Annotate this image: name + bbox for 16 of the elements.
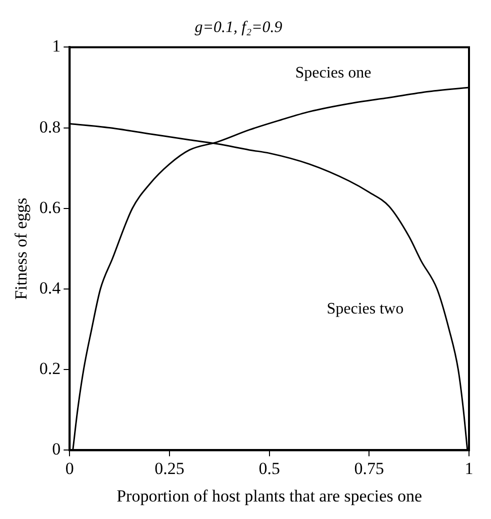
x-tick-label: 0.75 [354, 458, 384, 478]
chart-title: g=0.1, f₂=0.9 [194, 18, 282, 36]
y-tick-label: 0 [52, 440, 61, 459]
y-tick-label: 1 [52, 36, 61, 56]
text: Species two [326, 300, 404, 318]
y-axis-title: Fitness of eggs [12, 198, 31, 300]
x-tick-label: 0.25 [154, 458, 184, 478]
x-axis-title: Proportion of host plants that are species one [116, 486, 422, 506]
x-tick-label: 1 [464, 458, 474, 478]
x-tick-label: 0 [65, 458, 74, 478]
x-tick-label: 0.5 [258, 458, 280, 478]
series-label: Species one [295, 64, 372, 82]
y-tick-label: 0.8 [39, 117, 61, 136]
y-tick-label: 0.2 [39, 359, 61, 378]
y-tick-label: 0.6 [39, 198, 61, 217]
y-tick-label: 0.4 [39, 278, 62, 298]
